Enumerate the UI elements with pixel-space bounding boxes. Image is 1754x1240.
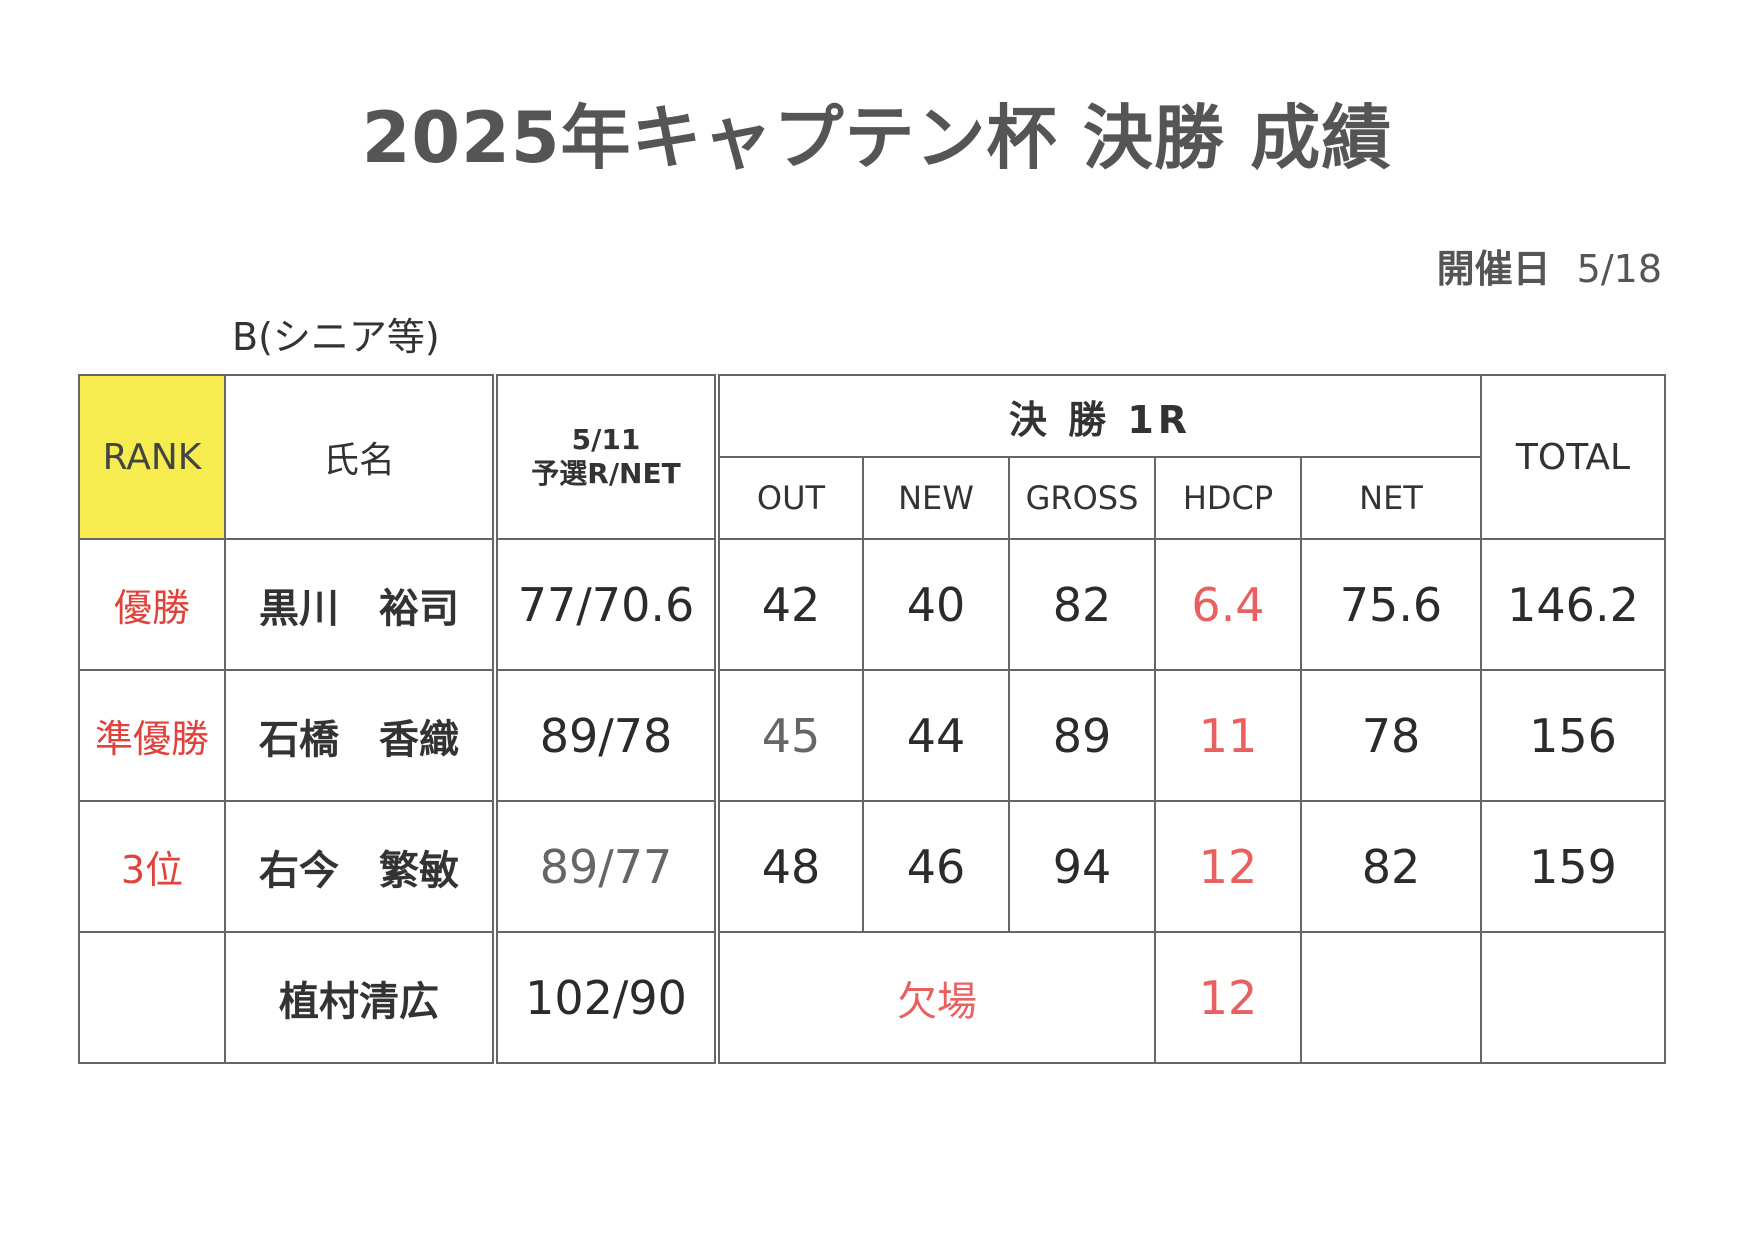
event-date-label: 開催日	[1436, 247, 1551, 291]
header-row-2: OUT NEW GROSS HDCP NET	[79, 456, 1665, 540]
results-table: RANK 氏名 5/11 予選R/NET 決 勝 1R TOTAL OUT NE…	[78, 374, 1666, 1064]
new-score: 40	[862, 538, 1010, 671]
table-row: 準優勝 石橋 香織 89/78 45 44 89 11 78 156	[78, 669, 1666, 802]
gross-score: 89	[1008, 669, 1156, 802]
net-score: 78	[1300, 669, 1482, 802]
total-header: TOTAL	[1480, 374, 1666, 540]
hdcp-value: 11	[1154, 669, 1302, 802]
total-score: 159	[1480, 800, 1666, 933]
table-row: 植村清広 102/90 欠場 12	[78, 931, 1666, 1064]
name-header: 氏名	[224, 374, 498, 540]
document-title: 2025年キャプテン杯 決勝 成績	[361, 97, 1393, 179]
final-round-header: 決 勝 1R	[716, 374, 1482, 458]
rank-cell: 優勝	[78, 538, 226, 671]
out-header: OUT	[716, 456, 864, 540]
rank-cell: 準優勝	[78, 669, 226, 802]
absent-status: 欠場	[716, 931, 1156, 1064]
section-label: B(シニア等)	[232, 315, 440, 359]
net-score	[1300, 931, 1482, 1064]
rank-header: RANK	[78, 374, 226, 540]
net-score: 82	[1300, 800, 1482, 933]
out-score: 42	[716, 538, 864, 671]
hdcp-value: 12	[1154, 800, 1302, 933]
rank-cell: 3位	[78, 800, 226, 933]
out-score: 45	[716, 669, 864, 802]
prelim-score: 77/70.6	[494, 538, 720, 671]
hdcp-value: 12	[1154, 931, 1302, 1064]
gross-score: 82	[1008, 538, 1156, 671]
player-name: 黒川 裕司	[224, 538, 498, 671]
net-header: NET	[1300, 456, 1482, 540]
total-score	[1480, 931, 1666, 1064]
hdcp-value: 6.4	[1154, 538, 1302, 671]
event-date-value: 5/18	[1576, 247, 1662, 291]
table-row: 優勝 黒川 裕司 77/70.6 42 40 82 6.4 75.6 146.2	[78, 538, 1666, 671]
prelim-header-date: 5/11	[571, 423, 641, 456]
player-name: 石橋 香織	[224, 669, 498, 802]
total-score: 156	[1480, 669, 1666, 802]
player-name: 植村清広	[224, 931, 498, 1064]
new-header: NEW	[862, 456, 1010, 540]
gross-score: 94	[1008, 800, 1156, 933]
gross-header: GROSS	[1008, 456, 1156, 540]
out-score: 48	[716, 800, 864, 933]
prelim-score: 89/77	[494, 800, 720, 933]
prelim-score: 89/78	[494, 669, 720, 802]
total-score: 146.2	[1480, 538, 1666, 671]
new-score: 46	[862, 800, 1010, 933]
new-score: 44	[862, 669, 1010, 802]
hdcp-header: HDCP	[1154, 456, 1302, 540]
player-name: 右今 繁敏	[224, 800, 498, 933]
header-row-1: RANK 氏名 5/11 予選R/NET 決 勝 1R TOTAL	[78, 374, 1666, 540]
net-score: 75.6	[1300, 538, 1482, 671]
table-row: 3位 右今 繁敏 89/77 48 46 94 12 82 159	[78, 800, 1666, 933]
event-date: 開催日 5/18	[1437, 238, 1662, 293]
prelim-header-label: 予選R/NET	[531, 457, 681, 490]
prelim-score: 102/90	[494, 931, 720, 1064]
prelim-header: 5/11 予選R/NET	[494, 374, 720, 540]
rank-cell	[78, 931, 226, 1064]
